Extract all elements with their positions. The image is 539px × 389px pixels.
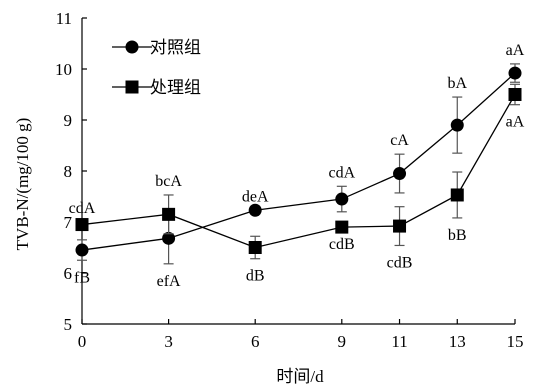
legend-marker-circle	[125, 40, 139, 54]
y-tick-label: 7	[64, 213, 73, 232]
data-point	[248, 203, 262, 217]
series-line	[81, 94, 516, 249]
y-tick-label: 6	[64, 264, 73, 283]
series-2: cdA bcA dB cdB cdB bB aA	[69, 83, 525, 285]
data-point	[450, 188, 464, 202]
x-tick-label: 6	[251, 332, 260, 351]
y-tick-label: 8	[64, 162, 73, 181]
data-point	[162, 231, 176, 245]
y-tick-label: 5	[64, 315, 73, 334]
data-point	[450, 118, 464, 132]
data-point	[75, 218, 89, 232]
x-axis-title: 时间/d	[276, 367, 324, 386]
data-point	[248, 241, 262, 254]
data-label: cdA	[69, 200, 96, 217]
legend-marker-square	[125, 80, 139, 94]
y-axis-title: TVB-N/(mg/100 g)	[13, 118, 32, 251]
data-label: aA	[506, 114, 525, 131]
x-tick-label: 0	[78, 332, 87, 351]
y-tick-label: 10	[55, 60, 72, 79]
x-tick-label: 9	[338, 332, 347, 351]
data-label: bB	[448, 227, 467, 244]
y-tick-label: 11	[56, 9, 72, 28]
data-label: cdB	[329, 236, 355, 253]
data-point	[393, 167, 407, 181]
x-tick-label: 15	[507, 332, 524, 351]
data-label: cdB	[387, 254, 413, 271]
legend-item-2: 处理组	[112, 78, 201, 98]
y-tick-label: 9	[64, 111, 73, 130]
data-point	[508, 66, 522, 80]
data-point	[393, 219, 407, 233]
series-layer: fB efA deA cdA cA bA aA cdA bcA dB cdB cdB bB aA	[69, 42, 525, 290]
data-point	[508, 88, 522, 101]
data-point	[162, 207, 176, 221]
x-tick-label: 11	[391, 332, 407, 351]
data-label: bA	[447, 75, 467, 92]
data-label: bcA	[155, 173, 182, 190]
series-line	[81, 72, 516, 251]
legend-label: 处理组	[150, 78, 201, 98]
data-label: cA	[390, 132, 409, 149]
data-label: fB	[74, 269, 90, 286]
x-tick-label: 3	[164, 332, 173, 351]
data-label: aA	[506, 42, 525, 59]
x-tick-label: 13	[449, 332, 466, 351]
legend-item-1: 对照组	[112, 38, 201, 58]
data-point	[75, 243, 89, 257]
data-label: dB	[246, 268, 265, 285]
data-point	[335, 192, 349, 206]
series-1: fB efA deA cdA cA bA aA	[74, 42, 525, 290]
data-label: efA	[157, 273, 181, 290]
legend-label: 对照组	[150, 38, 201, 58]
data-label: deA	[242, 188, 269, 205]
data-label: cdA	[328, 164, 355, 181]
data-point	[335, 220, 349, 234]
axes: 5 6 7 8 9 10 11 0 3 6 9 11 13 15	[55, 9, 524, 351]
